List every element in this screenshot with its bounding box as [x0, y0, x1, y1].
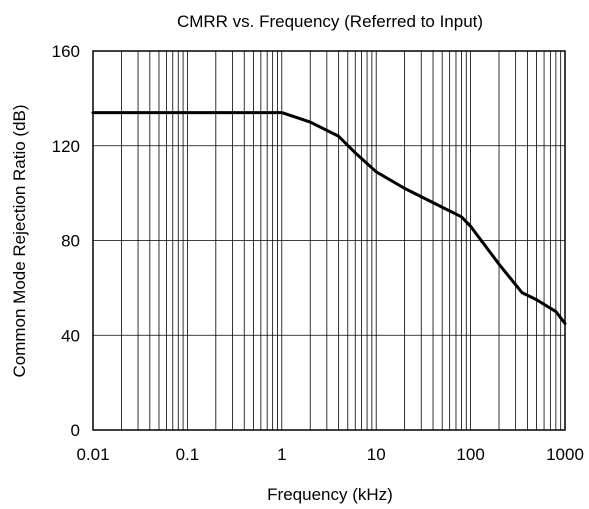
grid-lines: [93, 51, 565, 430]
y-tick-label: 80: [61, 232, 80, 251]
x-tick-label: 1000: [546, 445, 584, 464]
plot-frame: [92, 50, 566, 431]
cmrr-series-line: [91, 111, 567, 325]
chart-title: CMRR vs. Frequency (Referred to Input): [177, 12, 483, 31]
x-axis-ticks: 0.01 0.1 1 10 100 1000: [76, 445, 583, 464]
x-tick-label: 1: [277, 445, 286, 464]
y-axis-label: Common Mode Rejection Ratio (dB): [10, 104, 29, 377]
x-tick-label: 0.01: [76, 445, 109, 464]
x-tick-label: 100: [456, 445, 484, 464]
y-tick-label: 0: [71, 421, 80, 440]
x-tick-label: 0.1: [176, 445, 200, 464]
y-axis-ticks: 0 40 80 120 160: [52, 42, 80, 440]
y-tick-label: 40: [61, 326, 80, 345]
y-tick-label: 160: [52, 42, 80, 61]
x-tick-label: 10: [367, 445, 386, 464]
series-group: [91, 111, 567, 325]
x-axis-label: Frequency (kHz): [267, 485, 393, 504]
y-tick-label: 120: [52, 137, 80, 156]
